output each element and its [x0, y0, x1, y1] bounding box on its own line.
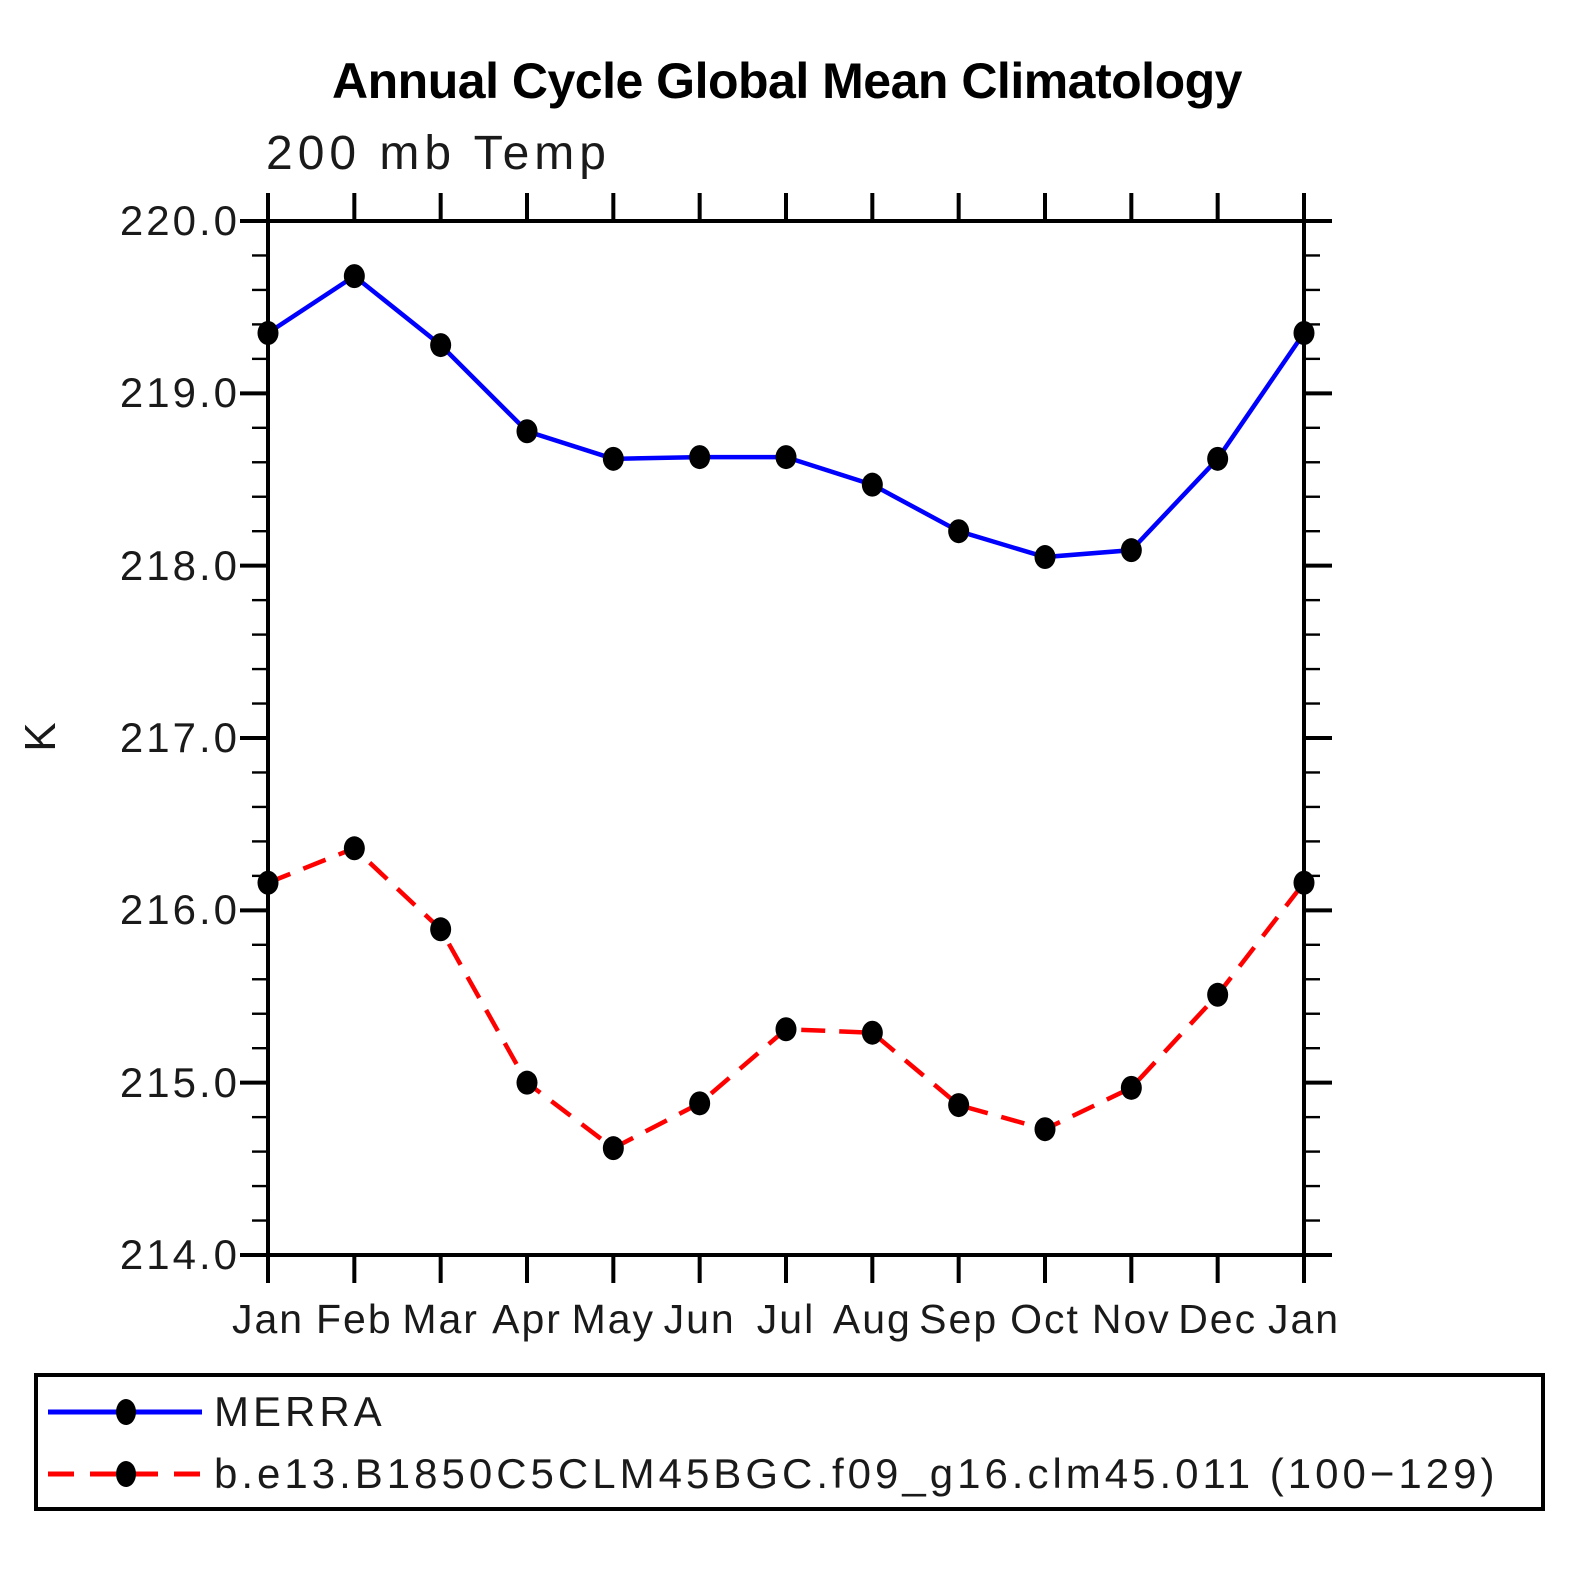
- legend-item-model: b.e13.B1850C5CLM45BGC.f09_g16.clm45.011 …: [46, 1450, 1499, 1497]
- data-point-marker: [1293, 321, 1315, 346]
- data-point-marker: [1293, 870, 1315, 895]
- data-point-marker: [948, 1093, 970, 1118]
- x-tick-label: Apr: [492, 1296, 562, 1342]
- data-point-marker: [343, 264, 365, 289]
- data-point-marker: [775, 1017, 797, 1042]
- data-point-marker: [516, 1070, 538, 1095]
- data-point-marker: [689, 445, 711, 470]
- x-tick-label: Jul: [756, 1296, 816, 1342]
- y-tick-label: 216.0: [119, 886, 240, 934]
- y-tick-label: 219.0: [119, 369, 240, 417]
- data-point-marker: [1034, 1117, 1056, 1142]
- x-tick-label: Feb: [316, 1296, 393, 1342]
- data-point-marker: [430, 917, 452, 942]
- data-point-marker: [257, 321, 279, 346]
- data-point-marker: [948, 519, 970, 544]
- x-tick-label: Oct: [1010, 1296, 1080, 1342]
- legend-item-merra: MERRA: [46, 1388, 386, 1435]
- data-point-marker: [861, 1020, 883, 1045]
- data-point-marker: [861, 472, 883, 497]
- y-tick-label: 217.0: [119, 714, 240, 761]
- y-tick-label: 220.0: [119, 197, 240, 244]
- x-tick-label: Sep: [919, 1296, 999, 1342]
- x-tick-label: Jan: [1267, 1296, 1341, 1342]
- x-tick-label: May: [571, 1296, 656, 1342]
- legend-dashed-line-sample-icon: [48, 1461, 202, 1487]
- data-point-marker: [430, 333, 452, 358]
- legend-solid-line-sample-icon: [48, 1399, 202, 1425]
- data-point-marker: [1034, 545, 1056, 570]
- chart-title: Annual Cycle Global Mean Climatology: [332, 53, 1242, 109]
- x-tick-label: Jan: [231, 1296, 305, 1342]
- data-point-marker: [343, 836, 365, 861]
- data-point-marker: [775, 445, 797, 470]
- y-tick-label: 215.0: [119, 1058, 240, 1106]
- x-tick-label: Nov: [1091, 1296, 1171, 1342]
- y-tick-label: 214.0: [119, 1231, 240, 1278]
- data-point-marker: [1207, 982, 1229, 1007]
- data-point-marker: [1207, 446, 1229, 471]
- data-point-marker: [257, 870, 279, 895]
- data-point-marker: [602, 446, 624, 471]
- x-tick-label: Aug: [832, 1296, 912, 1342]
- series-line-0: [266, 273, 1306, 560]
- chart-subtitle: 200 mb Temp: [266, 127, 611, 180]
- legend-box: MERRA b.e13.B1850C5CLM45BGC.f09_g16.clm4…: [34, 1373, 1545, 1511]
- data-point-marker: [602, 1136, 624, 1161]
- x-tick-label: Mar: [402, 1296, 479, 1342]
- data-point-marker: [1120, 1075, 1142, 1100]
- x-tick-label: Dec: [1178, 1296, 1258, 1342]
- legend-label-merra: MERRA: [214, 1388, 386, 1435]
- series-line-1: [267, 845, 1306, 1151]
- data-point-marker: [1120, 538, 1142, 563]
- data-point-marker: [689, 1091, 711, 1116]
- legend-label-model: b.e13.B1850C5CLM45BGC.f09_g16.clm45.011 …: [214, 1450, 1499, 1497]
- y-tick-label: 218.0: [119, 541, 240, 589]
- plot-frame: [266, 219, 1306, 1257]
- x-tick-label: Jun: [663, 1296, 736, 1342]
- data-point-marker: [516, 419, 538, 444]
